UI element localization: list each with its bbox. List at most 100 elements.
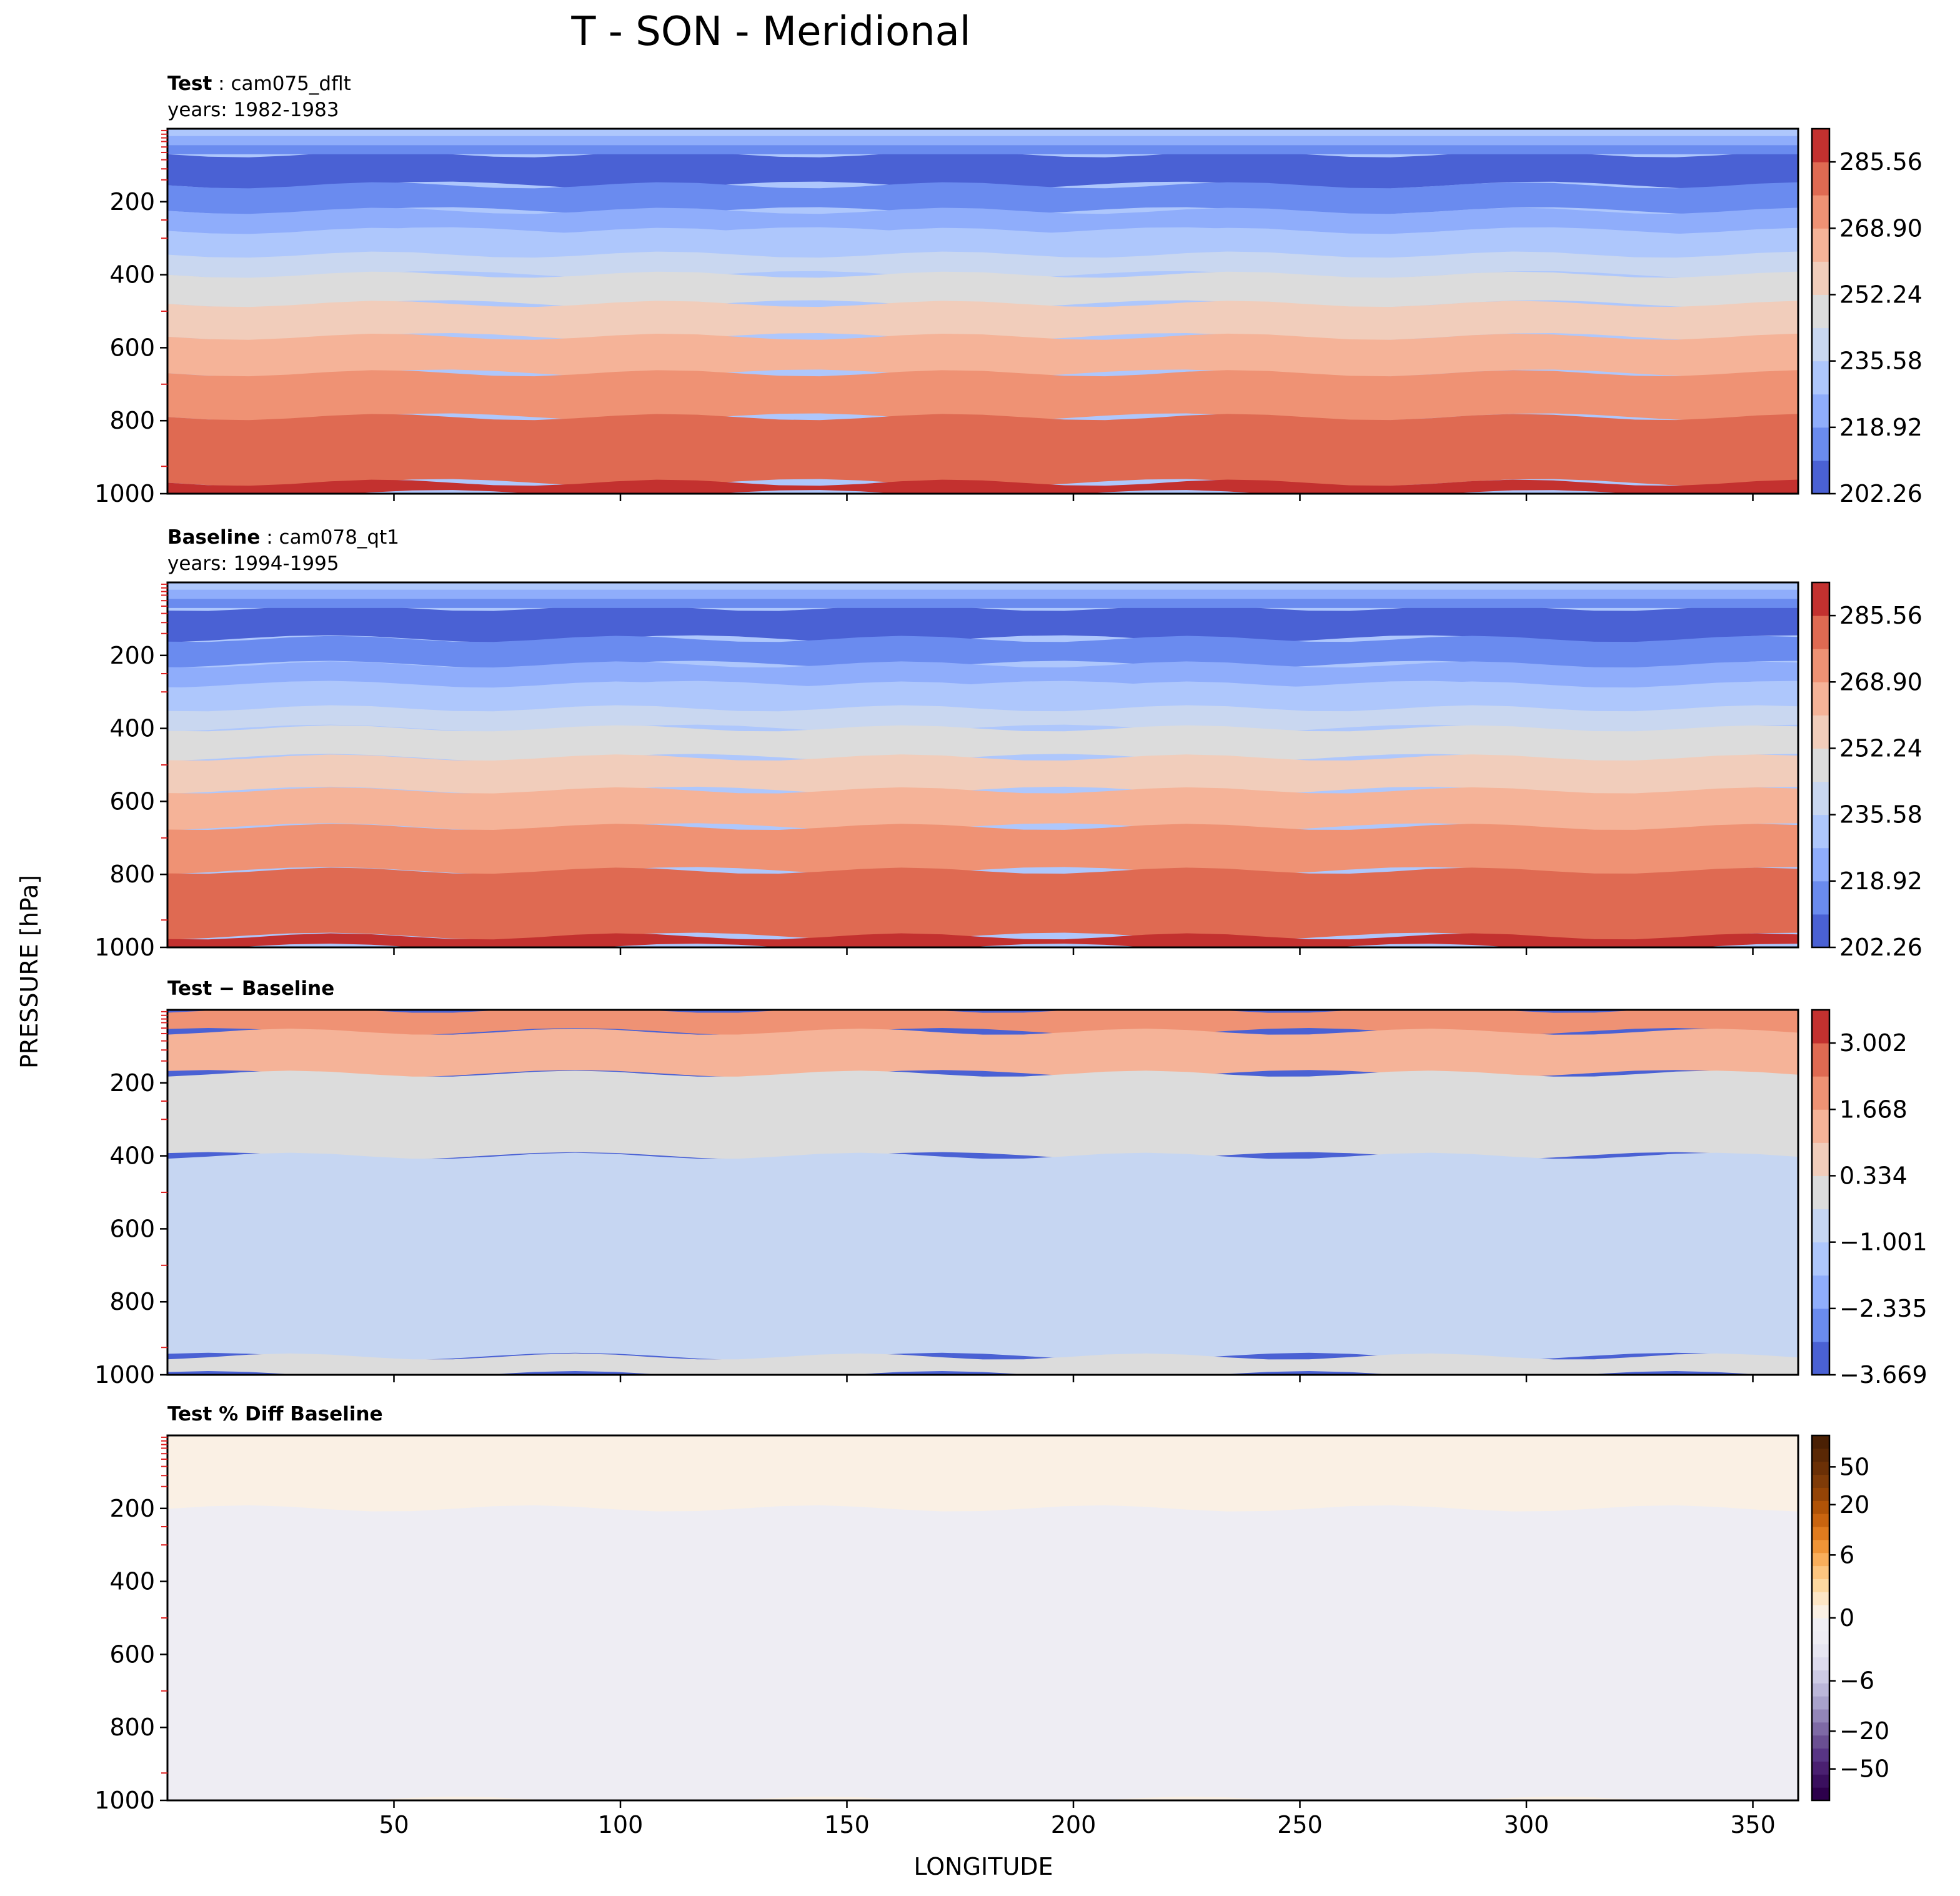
- contour-band: [167, 271, 1798, 308]
- colorbar: 202.26 218.92 235.58 252.24 268.90 285.56: [1811, 127, 1923, 507]
- panel-title-bold: Baseline: [167, 526, 260, 549]
- y-tick-label: 200: [109, 1495, 155, 1522]
- panel-title: Baseline : cam078_qt1: [167, 526, 399, 549]
- y-tick-label: 200: [109, 642, 155, 669]
- colorbar-tick-label: −6: [1839, 1667, 1874, 1695]
- colorbar-segment: [1812, 1500, 1829, 1514]
- colorbar-tick-label: 1.668: [1839, 1095, 1908, 1123]
- colorbar-tick-label: 50: [1839, 1453, 1869, 1480]
- colorbar-frame: [1811, 127, 1831, 495]
- contour-band: [167, 1353, 1798, 1375]
- contour-band: [167, 370, 1798, 421]
- contour-band: [167, 933, 1798, 947]
- x-tick-label: 250: [1277, 1811, 1323, 1839]
- colorbar-segment: [1812, 1175, 1829, 1210]
- colorbar-segment: [1812, 649, 1829, 682]
- colorbar-segment: [1812, 1605, 1829, 1619]
- colorbar-segment: [1812, 1657, 1829, 1670]
- y-tick-label: 800: [109, 407, 155, 434]
- contour-band: [167, 824, 1798, 875]
- contour-band: [167, 1070, 1798, 1160]
- y-tick-label: 600: [109, 334, 155, 361]
- colorbar-segment: [1812, 1142, 1829, 1176]
- colorbar-segment: [1812, 1242, 1829, 1276]
- colorbar-tick-label: 6: [1839, 1541, 1854, 1569]
- colorbar: −3.669 −2.335 −1.001 0.334 1.668 3.002: [1811, 1009, 1928, 1389]
- colorbar-segment: [1812, 1683, 1829, 1697]
- colorbar-segment: [1812, 1209, 1829, 1243]
- contour-band: [167, 182, 1798, 215]
- colorbar-segment: [1812, 1748, 1829, 1762]
- contour-band: [167, 251, 1798, 279]
- y-tick-label: 200: [109, 188, 155, 216]
- colorbar-segment: [1812, 1709, 1829, 1723]
- contour-band-top: [167, 599, 1798, 608]
- colorbar-segment: [1812, 1435, 1829, 1449]
- colorbar-tick-label: 3.002: [1839, 1029, 1908, 1057]
- contour-band-top: [167, 129, 1798, 136]
- colorbar-segment: [1812, 1076, 1829, 1110]
- panel-subtitle: years: 1982-1983: [167, 99, 339, 121]
- y-tick-label: 400: [109, 1142, 155, 1170]
- colorbar-tick-label: 268.90: [1839, 214, 1923, 242]
- colorbar-segment: [1812, 460, 1829, 494]
- y-tick-label: 1000: [94, 1787, 155, 1814]
- panel-subtitle: years: 1994-1995: [167, 552, 339, 575]
- x-tick-label: 100: [598, 1811, 644, 1839]
- colorbar-tick-label: 20: [1839, 1491, 1869, 1519]
- plot-area: [167, 582, 1798, 947]
- y-tick-label: 800: [109, 1288, 155, 1315]
- colorbar-segment: [1812, 1109, 1829, 1143]
- colorbar-segment: [1812, 327, 1829, 362]
- colorbar-tick-label: 285.56: [1839, 602, 1923, 629]
- contour-band: [167, 754, 1798, 794]
- colorbar: −50 −20 −6 0 6 20 50: [1811, 1434, 1889, 1802]
- y-tick-label: 800: [109, 861, 155, 888]
- contour-band: [167, 1010, 1798, 1035]
- panel-3: Test − Baseline 200 400 600 800 1000 −3.669 −2.…: [94, 977, 1927, 1389]
- colorbar-tick-label: 0.334: [1839, 1162, 1908, 1189]
- y-tick-label: 1000: [94, 934, 155, 961]
- colorbar-tick-label: 202.26: [1839, 480, 1923, 507]
- colorbar-tick-label: −3.669: [1839, 1361, 1928, 1389]
- contour-band: [167, 725, 1798, 762]
- colorbar-frame: [1811, 581, 1831, 949]
- colorbar-segment: [1812, 228, 1829, 262]
- y-tick-label: 1000: [94, 480, 155, 507]
- colorbar-segment: [1812, 162, 1829, 196]
- panel-title: Test − Baseline: [167, 977, 334, 1000]
- contour-band: [167, 1505, 1798, 1800]
- colorbar-segment: [1812, 1514, 1829, 1527]
- contour-band: [167, 1152, 1798, 1360]
- panel-title: Test % Diff Baseline: [167, 1403, 383, 1425]
- colorbar-tick-label: 0: [1839, 1604, 1854, 1632]
- colorbar-tick-label: 252.24: [1839, 281, 1923, 308]
- contour-band: [167, 301, 1798, 341]
- colorbar-tick-label: −2.335: [1839, 1295, 1928, 1322]
- panel-2: Baseline : cam078_qt1 years: 1994-1995 200…: [94, 526, 1923, 961]
- contour-band: [167, 867, 1798, 941]
- contour-band: [167, 414, 1798, 487]
- colorbar-segment: [1812, 427, 1829, 461]
- colorbar-segment: [1812, 1474, 1829, 1488]
- colorbar-segment: [1812, 1565, 1829, 1579]
- contour-band: [167, 604, 1798, 643]
- colorbar-segment: [1812, 1275, 1829, 1309]
- colorbar-segment: [1812, 1579, 1829, 1592]
- colorbar-segment: [1812, 294, 1829, 329]
- colorbar-tick-label: 268.90: [1839, 668, 1923, 696]
- x-tick-label: 200: [1051, 1811, 1097, 1839]
- colorbar-segment: [1812, 1722, 1829, 1736]
- figure-title: T - SON - Meridional: [570, 9, 970, 55]
- contour-band: [167, 636, 1798, 669]
- y-tick-label: 800: [109, 1714, 155, 1741]
- y-tick-label: 400: [109, 715, 155, 742]
- x-tick-label: 350: [1730, 1811, 1776, 1839]
- colorbar-segment: [1812, 394, 1829, 428]
- panel-title-rest: : cam075_dflt: [212, 72, 351, 95]
- colorbar-segment: [1812, 361, 1829, 395]
- colorbar-tick-label: 235.58: [1839, 801, 1923, 829]
- colorbar-segment: [1812, 1787, 1829, 1801]
